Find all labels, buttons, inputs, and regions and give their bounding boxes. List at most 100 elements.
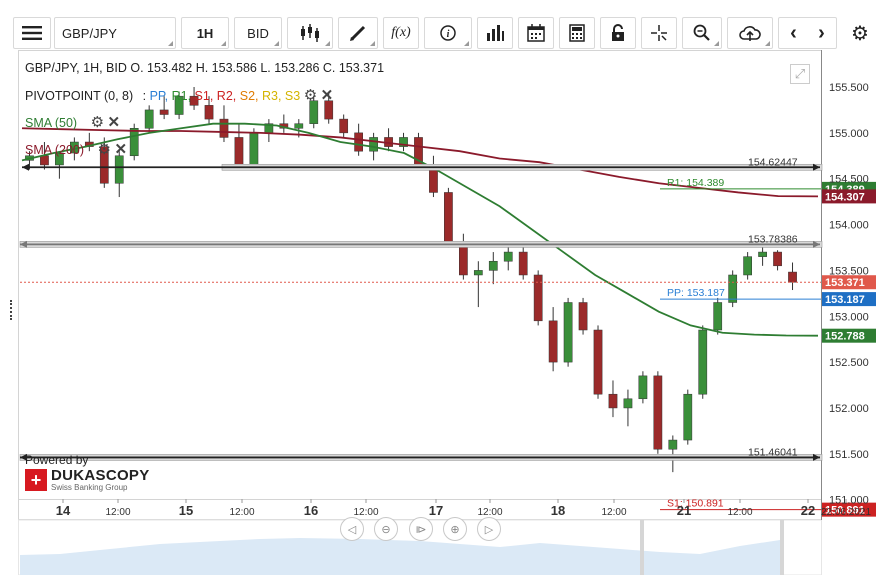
candle-up (713, 302, 723, 331)
candle-up (294, 123, 304, 129)
sma50-legend: SMA (50) ⚙ ✕ (25, 113, 120, 131)
reset-view-button[interactable]: ⧐ (409, 517, 433, 541)
volume-button[interactable] (477, 17, 513, 49)
time-tick-label: 17 (429, 503, 443, 518)
reset-icon: ⧐ (415, 523, 427, 536)
candle-down (459, 242, 468, 276)
sma200-legend: SMA (200) ⚙ ✕ (25, 140, 127, 158)
lock-icon (612, 24, 624, 41)
candle-down (234, 137, 244, 166)
pivot-label-pp: PP: 153.187 (667, 287, 725, 299)
price-side-select[interactable]: BID (234, 17, 282, 49)
panel-drag-handle[interactable] (10, 300, 16, 320)
level-label: 153.78386 (748, 233, 798, 245)
gear-icon: ⚙ (851, 22, 869, 45)
bar-chart-icon (487, 25, 504, 41)
sma200-remove-close-icon[interactable]: ✕ (114, 141, 128, 158)
crosshair-button[interactable] (641, 17, 677, 49)
scroll-nav-group: ‹ › (778, 17, 837, 49)
time-tick-label: 12:00 (727, 507, 752, 518)
candle-down (608, 393, 618, 409)
calendar-button[interactable] (518, 17, 554, 49)
time-tick-label: 22.06.2021 (821, 507, 871, 518)
price-tag (822, 189, 876, 204)
pivot-label-s1: S1, (194, 89, 214, 103)
timeframe-label: 1H (196, 25, 214, 41)
calculator-button[interactable] (559, 17, 595, 49)
time-tick-label: 12:00 (353, 507, 378, 518)
function-icon: f(x) (391, 25, 411, 40)
candle-down (204, 105, 214, 120)
candle-up (473, 270, 483, 276)
draw-tool-button[interactable] (338, 17, 378, 49)
info-button[interactable]: i (424, 17, 472, 49)
sma200-settings-gear-icon[interactable]: ⚙ (97, 141, 111, 158)
dukascopy-logo-icon: + (25, 469, 47, 491)
settings-button[interactable]: ⚙ (842, 17, 878, 49)
pivot-label-pp: PP, (149, 89, 169, 103)
time-tick-label: 18 (551, 503, 565, 518)
candle-up (55, 152, 64, 166)
candle-down (518, 251, 528, 276)
instrument-select[interactable]: GBP/JPY (54, 17, 176, 49)
indicators-button[interactable]: f(x) (383, 17, 419, 49)
price-axis: 155.500 155.000 154.500 154.000 153.500 153.0… (829, 82, 869, 507)
level-label: 154.62447 (748, 156, 798, 168)
lock-button[interactable] (600, 17, 636, 49)
svg-text:i: i (447, 29, 450, 40)
pencil-icon (350, 25, 366, 41)
menu-button[interactable] (13, 17, 51, 49)
pivot-label-s2: S2, (239, 89, 259, 103)
level-layer: 154.62447 153.78386 151.46041 R1: 154.389 PP… (19, 156, 823, 511)
level-arrow-right-icon (813, 240, 820, 248)
chevron-right-icon[interactable]: › (818, 21, 825, 44)
candle-up (174, 95, 184, 115)
candle-up (743, 256, 752, 276)
zoom-in-button[interactable]: ⊕ (443, 517, 467, 541)
cloud-save-button[interactable] (727, 17, 773, 49)
zoom-button[interactable] (682, 17, 722, 49)
calendar-icon (527, 24, 545, 42)
price-tick-label: 154.000 (829, 220, 869, 232)
pivot-remove-close-icon[interactable]: ✕ (320, 87, 334, 104)
pivot-label-r3: R3, (261, 89, 282, 103)
chevron-left-icon[interactable]: ‹ (790, 21, 797, 44)
scroll-right-button[interactable]: ▷ (477, 517, 501, 541)
time-tick-label: 12:00 (477, 507, 502, 518)
price-side-label: BID (247, 25, 269, 41)
time-tick-label: 12:00 (105, 507, 130, 518)
chart-type-button[interactable] (287, 17, 333, 49)
zoom-out-icon: ⊖ (381, 523, 391, 536)
price-tag-label: 152.788 (825, 331, 865, 343)
candle-up (683, 393, 693, 441)
sma50-line (21, 122, 819, 337)
sma50-remove-close-icon[interactable]: ✕ (107, 114, 121, 131)
level-arrow-right-icon (813, 453, 820, 461)
candle-layer (21, 87, 819, 473)
sma200-line (21, 127, 819, 198)
price-tag (822, 502, 876, 517)
time-tick-label: 14 (56, 503, 71, 518)
hamburger-icon (22, 26, 42, 40)
timeframe-select[interactable]: 1H (181, 17, 229, 49)
scroll-left-button[interactable]: ◁ (340, 517, 364, 541)
candle-down (339, 118, 349, 134)
time-tick-label: 12:00 (601, 507, 626, 518)
chart-panel[interactable]: 154.62447 153.78386 151.46041 R1: 154.389 PP… (0, 50, 894, 575)
candle-up (309, 100, 319, 124)
price-chart[interactable]: 154.62447 153.78386 151.46041 R1: 154.389 PP… (0, 50, 894, 575)
sma50-settings-gear-icon[interactable]: ⚙ (90, 114, 105, 131)
zoom-out-button[interactable]: ⊖ (374, 517, 398, 541)
expand-icon[interactable]: ⤢ (790, 64, 810, 84)
candle-down (354, 132, 363, 152)
zoom-in-icon: ⊕ (450, 523, 460, 536)
candle-down (444, 192, 453, 244)
brand-name: DUKASCOPY (51, 467, 150, 484)
pivot-settings-gear-icon[interactable]: ⚙ (303, 87, 318, 104)
candle-down (578, 302, 588, 331)
price-tag (822, 328, 876, 343)
candle-down (533, 274, 543, 322)
price-tag-label: 154.307 (825, 191, 865, 203)
candle-up (563, 302, 573, 363)
crosshair-icon (651, 25, 667, 41)
